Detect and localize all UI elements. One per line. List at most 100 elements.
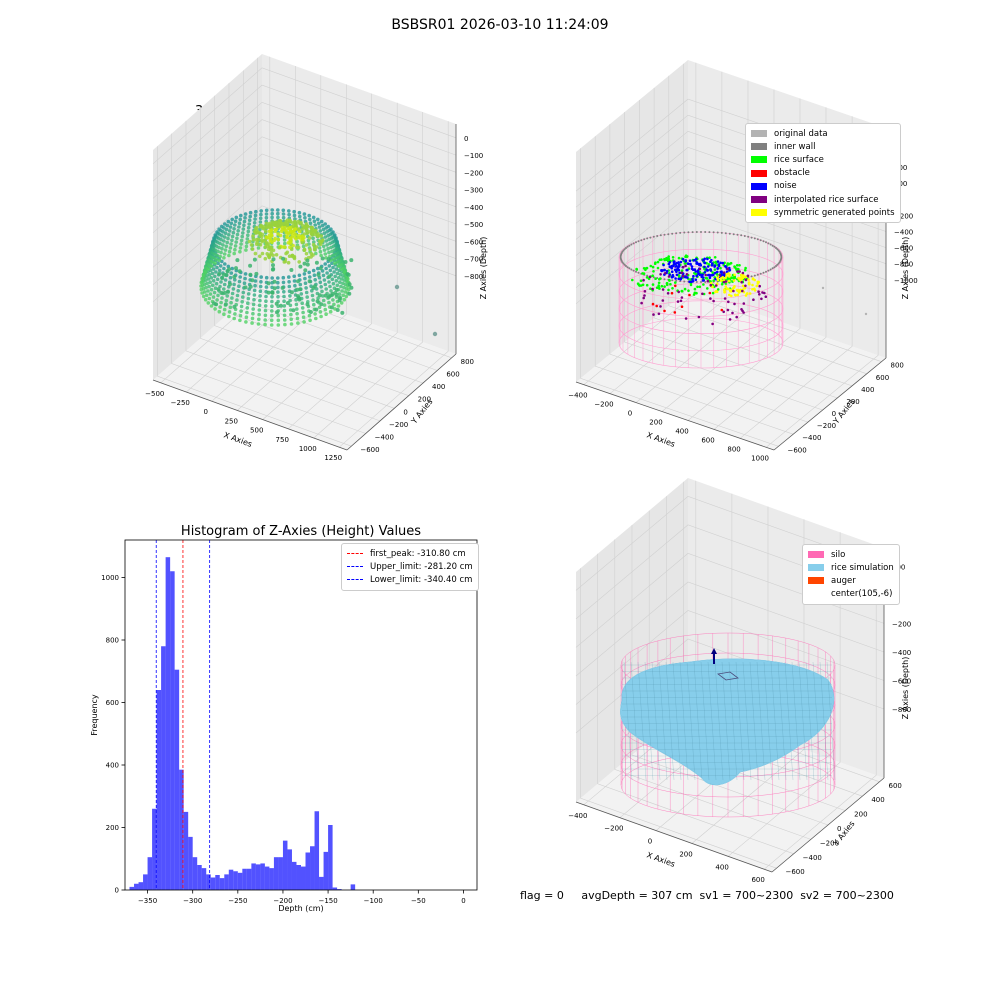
plot1-wall-point — [287, 212, 291, 217]
plot2-class-point — [723, 289, 726, 292]
plot2-class-point — [708, 256, 711, 260]
plot2-y-tick-label: 800 — [891, 362, 904, 370]
plot1-z-gridline — [152, 101, 457, 199]
plot1-wall-point — [281, 208, 286, 213]
plot2-class-point — [751, 283, 754, 287]
plot2-class-point — [730, 294, 733, 298]
plot2-class-point — [697, 315, 701, 319]
plot1-wall-point — [227, 310, 232, 314]
plot1-wall-point — [270, 208, 275, 212]
plot2-wall-point — [671, 232, 674, 235]
plot1-y-gridline — [257, 57, 452, 359]
plot2-class-point — [642, 296, 645, 300]
plot1-wall-point — [264, 294, 268, 299]
plot1-wall-point — [241, 295, 245, 299]
legend-swatch — [808, 564, 824, 572]
plot2-class-point — [693, 291, 697, 295]
plot2-wall-point — [646, 274, 649, 277]
plot1-surface-point — [293, 235, 297, 240]
plot2-outlier-point — [821, 286, 825, 290]
plot1-wall-point — [232, 282, 236, 287]
plot1-wall-point — [235, 236, 239, 241]
plot2-wall-point — [667, 233, 670, 236]
plot2-wall-point — [767, 269, 770, 272]
plot2-wall-point — [762, 240, 765, 243]
histogram-x-tick-label: −100 — [364, 897, 383, 905]
plot1-wall-point — [257, 303, 262, 308]
plot1-wall-point — [295, 316, 300, 321]
plot1-surface-point — [263, 256, 268, 261]
plot2-class-point — [741, 284, 745, 288]
plot1-wall-point — [225, 223, 230, 228]
plot2-class-point — [716, 276, 719, 280]
plot1-surface-point — [269, 234, 274, 238]
plot2-class-point — [709, 260, 712, 264]
legend-swatch — [751, 182, 767, 190]
plot1-wall-point — [206, 267, 211, 271]
plot2-wall-point — [625, 265, 627, 267]
plot1-scatter-point — [319, 302, 324, 307]
plot4-surface-mesh — [791, 661, 801, 781]
plot1-wall-point — [225, 240, 229, 245]
plot1-wall-point — [300, 301, 305, 306]
plot2-class-point — [631, 278, 634, 282]
plot1-wall-point — [322, 231, 327, 235]
plot2-class-point — [711, 291, 715, 295]
plot2-class-point — [714, 290, 717, 294]
plot1-surface-point — [296, 245, 301, 250]
histogram-x-tick-label: −300 — [183, 897, 202, 905]
plot1-scatter-point — [289, 290, 294, 295]
plot4-surface-mesh — [749, 661, 759, 781]
plot2-class-point — [722, 271, 726, 274]
plot1-wall-point — [276, 323, 281, 327]
plot1-wall-point — [330, 261, 334, 266]
plot2-class-point — [702, 279, 705, 282]
histogram-bar — [310, 846, 315, 890]
histogram-bar — [134, 883, 139, 890]
plot2-wall-point — [675, 279, 678, 282]
plot1-wall-point — [342, 270, 347, 275]
plot1-wall-point — [311, 298, 315, 302]
plot1-surface-point — [320, 238, 325, 242]
plot2-class-point — [738, 270, 741, 273]
histogram-bar — [174, 669, 180, 890]
plot2-class-point — [670, 291, 674, 295]
plot2-class-point — [669, 282, 672, 286]
plot1-wall-point — [241, 290, 246, 295]
plot1-wall-point — [344, 294, 349, 299]
plot1-wall-point — [327, 280, 331, 284]
plot1-wall-point — [243, 216, 247, 220]
plot2-class-point — [642, 278, 645, 282]
plot1-wall-point — [322, 278, 327, 282]
plot2-class-point — [716, 288, 720, 291]
plot1-wall-point — [304, 290, 309, 295]
plot1-wall-point — [245, 237, 250, 241]
plot2-z-gridline — [575, 211, 887, 305]
plot2-class-point — [666, 292, 670, 295]
plot1-surface-point — [261, 226, 266, 231]
plot1-surface-point — [267, 225, 272, 230]
status-footer: flag = 0 avgDepth = 307 cm sv1 = 700~230… — [520, 889, 894, 902]
plot2-class-point — [710, 273, 714, 277]
plot1-surface-point — [278, 219, 282, 223]
plot2-y-tick-label: −600 — [787, 446, 806, 454]
plot2-class-point — [729, 290, 732, 293]
plot2-class-point — [687, 289, 690, 293]
plot1-scatter-point — [248, 263, 253, 268]
plot2-class-point — [670, 264, 674, 268]
plot1-wall-point — [256, 322, 261, 326]
plot1-scatter-point — [305, 258, 310, 263]
plot1-wall-point — [325, 243, 329, 247]
plot2-class-point — [651, 287, 654, 291]
plot2-z-axis-label: Z Axies (Depth) — [901, 237, 910, 300]
plot1-z-tick-label: −400 — [464, 204, 483, 212]
plot4-legend: silo rice simulation auger center(105,-6) — [802, 544, 900, 605]
histogram-y-axis-label: Frequency — [90, 694, 99, 736]
plot2-class-point — [670, 266, 673, 270]
plot1-x-gridline — [339, 121, 449, 448]
plot2-floor-pane — [576, 290, 886, 450]
legend-label: rice simulation — [831, 562, 894, 573]
plot2-y-tick-label: −400 — [802, 434, 821, 442]
plot4-surface-mesh — [665, 661, 675, 781]
